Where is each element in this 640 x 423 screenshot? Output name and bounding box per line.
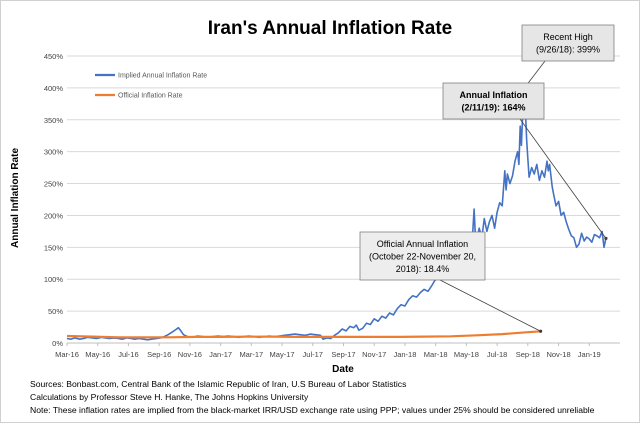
x-tick-label: Nov-18 xyxy=(546,350,570,359)
x-axis-label: Date xyxy=(332,364,354,375)
annotation-box xyxy=(521,24,615,62)
series-lines xyxy=(66,87,607,341)
x-tick-label: Mar-16 xyxy=(55,350,79,359)
x-tick-label: Jan-18 xyxy=(393,350,416,359)
x-tick-label: May-16 xyxy=(85,350,110,359)
x-tick-label: Jan-19 xyxy=(578,350,601,359)
legend-label: Implied Annual Inflation Rate xyxy=(118,73,207,80)
source-line-2: Calculations by Professor Steve H. Hanke… xyxy=(30,392,309,402)
x-tick-label: Sep-16 xyxy=(147,350,171,359)
implied-inflation-line xyxy=(66,87,607,341)
legend: Implied Annual Inflation Rate Official In… xyxy=(95,73,207,100)
annotation-arrowhead xyxy=(539,329,543,333)
y-tick-label: 450% xyxy=(44,52,64,61)
y-tick-label: 100% xyxy=(44,275,64,284)
legend-label: Official Inflation Rate xyxy=(118,93,183,100)
annotation-text: 2018): 18.4% xyxy=(396,264,450,274)
y-tick-label: 300% xyxy=(44,148,64,157)
y-tick-label: 50% xyxy=(48,307,63,316)
x-tick-label: Jul-17 xyxy=(303,350,323,359)
y-axis-ticks: 0% 50% 100% 150% 200% 250% 300% 350% 400% 450% xyxy=(44,52,64,348)
x-tick-label: Nov-17 xyxy=(362,350,386,359)
x-tick-label: May-18 xyxy=(454,350,479,359)
x-tick-label: Nov-16 xyxy=(178,350,202,359)
x-tick-label: Jul-16 xyxy=(118,350,138,359)
chart-title: Iran's Annual Inflation Rate xyxy=(208,18,453,39)
x-tick-label: Mar-17 xyxy=(239,350,263,359)
y-tick-label: 150% xyxy=(44,243,64,252)
annotation-box xyxy=(442,82,545,120)
annotation-text: (9/26/18): 399% xyxy=(536,45,600,55)
y-tick-label: 400% xyxy=(44,84,64,93)
y-tick-label: 0% xyxy=(52,339,63,348)
official-inflation-line xyxy=(66,330,541,339)
y-tick-label: 250% xyxy=(44,180,64,189)
y-axis-label: Annual Inflation Rate xyxy=(10,148,21,248)
annotation-arrow xyxy=(519,118,607,239)
x-tick-label: Sep-18 xyxy=(516,350,540,359)
y-tick-label: 350% xyxy=(44,116,64,125)
annotation-arrow xyxy=(439,279,541,332)
x-tick-label: Jul-18 xyxy=(487,350,507,359)
y-tick-label: 200% xyxy=(44,211,64,220)
x-tick-label: Mar-18 xyxy=(424,350,448,359)
source-line-1: Sources: Bonbast.com, Central Bank of th… xyxy=(30,379,407,389)
annotation-text: (October 22-November 20, xyxy=(369,251,476,261)
x-tick-label: May-17 xyxy=(270,350,295,359)
annotation-text: Official Annual Inflation xyxy=(377,239,468,249)
source-line-3: Note: These inflation rates are implied … xyxy=(30,405,595,415)
x-tick-label: Jan-17 xyxy=(209,350,232,359)
x-tick-label: Sep-17 xyxy=(331,350,355,359)
annotation-arrowhead xyxy=(604,236,608,241)
annotations: Recent High (9/26/18): 399% Annual Inflati… xyxy=(359,24,615,333)
x-axis-ticks: Mar-16 May-16 Jul-16 Sep-16 Nov-16 Jan-17 Mar-… xyxy=(55,343,601,359)
annotation-text: (2/11/19): 164% xyxy=(461,103,525,113)
annotation-text: Recent High xyxy=(543,32,593,42)
annotation-box xyxy=(359,231,486,281)
annotation-text: Annual Inflation xyxy=(460,90,528,100)
